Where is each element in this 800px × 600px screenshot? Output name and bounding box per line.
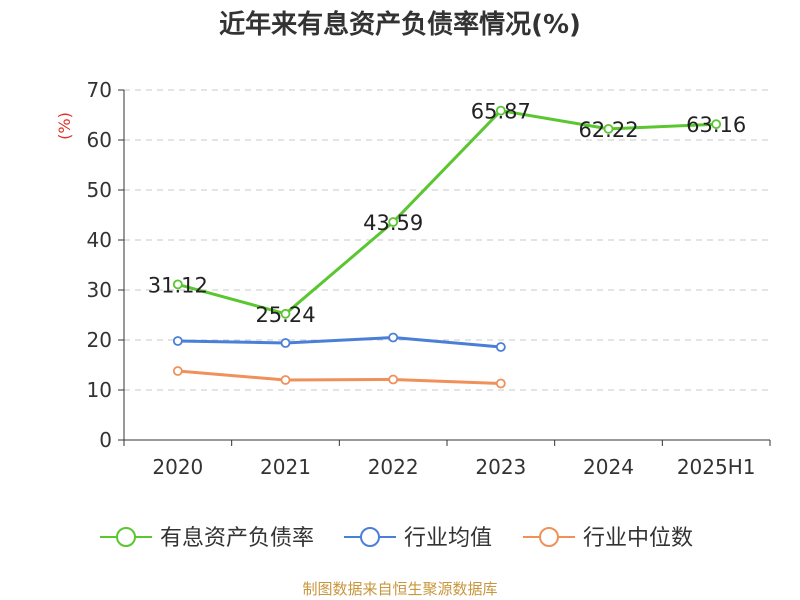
legend-marker [360, 527, 380, 547]
x-tick-label: 2024 [583, 455, 634, 479]
data-point [495, 342, 506, 352]
data-label: 65.87 [471, 100, 531, 124]
legend-item: 有息资产负债率 [100, 526, 314, 551]
y-tick-label: 40 [87, 228, 112, 252]
legend-label: 行业中位数 [583, 526, 693, 551]
data-point [388, 332, 399, 343]
legend-marker [539, 527, 559, 547]
chart-title: 近年来有息资产负债率情况(%) [219, 10, 581, 40]
axes: 0 10 20 30 40 50 60 70 2020 2021 2022 2023 2024 2025H… [55, 78, 771, 479]
data-point [495, 105, 506, 116]
legend-label: 行业均值 [404, 526, 492, 551]
x-tick-label: 2023 [475, 455, 526, 479]
data-point [280, 375, 291, 385]
y-tick-label: 70 [87, 78, 112, 102]
data-point [172, 366, 183, 376]
data-label: 63.16 [686, 113, 746, 137]
y-tick-label: 50 [87, 178, 112, 202]
data-label: 43.59 [363, 211, 423, 235]
data-point [280, 308, 291, 319]
data-label: 25.24 [255, 303, 315, 327]
data-point [388, 217, 399, 227]
x-tick-label: 2020 [152, 455, 203, 479]
y-tick-label: 10 [87, 378, 112, 402]
x-tick-label: 2025H1 [677, 455, 756, 479]
data-point [172, 279, 183, 290]
legend-marker [116, 527, 136, 547]
series-line [177, 369, 501, 385]
data-point [172, 336, 183, 346]
y-axis-label: (%) [55, 112, 74, 140]
data-point [280, 338, 291, 348]
legend-label: 有息资产负债率 [160, 526, 314, 551]
data-point [388, 374, 399, 385]
series-lines [172, 105, 722, 389]
data-point [603, 123, 614, 134]
data-labels: 31.12 25.24 43.59 65.87 62.22 63.16 [148, 100, 746, 327]
source-note: 制图数据来自恒生聚源数据库 [302, 580, 498, 598]
data-point [711, 119, 722, 130]
y-tick-label: 30 [87, 278, 112, 302]
data-point [495, 378, 506, 389]
x-tick-label: 2022 [368, 455, 419, 479]
legend-item: 行业均值 [344, 526, 492, 551]
legend: 有息资产负债率 行业均值 行业中位数 [100, 526, 693, 551]
y-tick-label: 20 [87, 328, 112, 352]
series-line [177, 336, 501, 349]
data-label: 62.22 [578, 118, 638, 142]
legend-item: 行业中位数 [523, 526, 693, 551]
data-label: 31.12 [148, 273, 208, 297]
y-tick-label: 60 [87, 128, 112, 152]
series-line [177, 109, 717, 316]
grid-lines [124, 89, 770, 391]
y-tick-label: 0 [99, 428, 112, 452]
x-tick-label: 2021 [260, 455, 311, 479]
